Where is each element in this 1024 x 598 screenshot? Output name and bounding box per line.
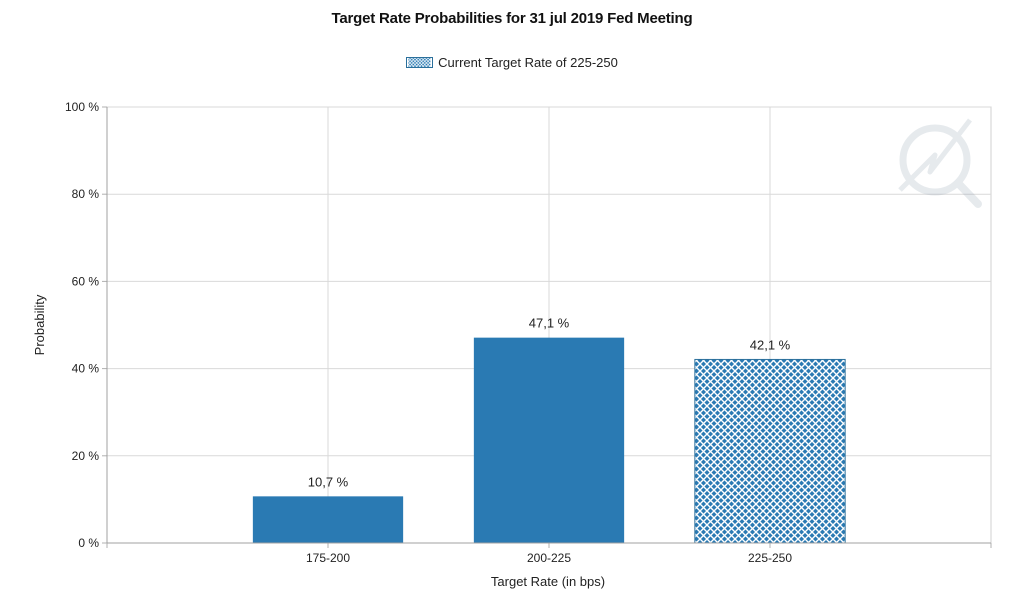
y-tick-label: 80 % xyxy=(72,187,100,201)
bar-225-250 xyxy=(694,358,846,544)
legend-swatch xyxy=(406,57,434,68)
x-axis-label: Target Rate (in bps) xyxy=(491,574,605,589)
y-axis-label: Probability xyxy=(32,294,47,355)
y-tick-label: 100 % xyxy=(65,100,99,114)
data-label-175-200: 10,7 % xyxy=(308,474,349,489)
x-tick-label-225-250: 225-250 xyxy=(748,551,792,565)
x-tick-label-200-225: 200-225 xyxy=(527,551,571,565)
bars xyxy=(252,337,846,544)
bar-175-200 xyxy=(252,496,404,543)
chart-title: Target Rate Probabilities for 31 jul 201… xyxy=(331,10,693,27)
data-labels: 10,7 % 47,1 % 42,1 % xyxy=(308,316,791,490)
y-tick-label: 0 % xyxy=(78,536,99,550)
data-label-225-250: 42,1 % xyxy=(750,337,791,352)
bar-200-225 xyxy=(473,337,625,543)
y-tick-label: 40 % xyxy=(72,362,100,376)
x-tick-label-175-200: 175-200 xyxy=(306,551,350,565)
legend-label: Current Target Rate of 225-250 xyxy=(438,55,618,70)
data-label-200-225: 47,1 % xyxy=(529,316,570,331)
watermark-logo xyxy=(898,118,982,208)
grid-lines xyxy=(107,106,991,543)
y-tick-label: 20 % xyxy=(72,449,100,463)
legend: Current Target Rate of 225-250 xyxy=(0,55,1024,71)
y-axis-ticks: 0 % 20 % 40 % 60 % 80 % 100 % xyxy=(65,100,107,550)
y-tick-label: 60 % xyxy=(72,274,100,288)
x-axis-ticks: 175-200 200-225 225-250 xyxy=(106,543,992,565)
